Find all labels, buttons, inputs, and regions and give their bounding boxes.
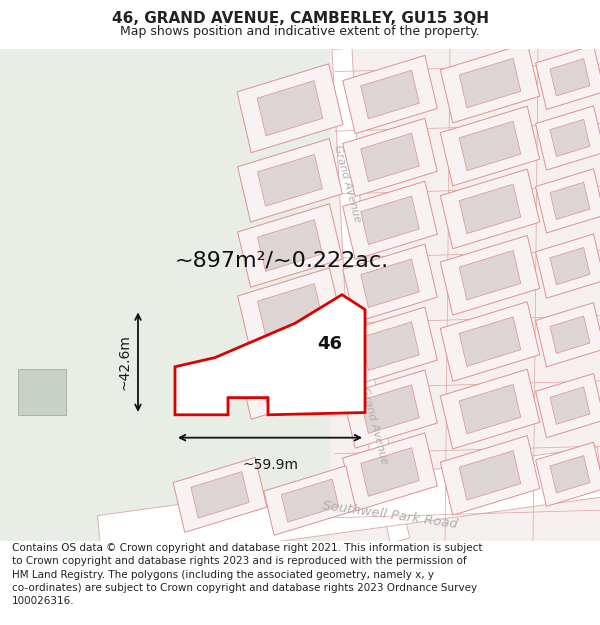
Polygon shape: [550, 387, 590, 424]
Polygon shape: [257, 219, 322, 271]
Polygon shape: [343, 118, 437, 196]
Polygon shape: [459, 121, 521, 171]
Polygon shape: [257, 348, 323, 403]
Text: Grand Avenue: Grand Avenue: [332, 144, 362, 224]
Polygon shape: [257, 81, 323, 136]
Polygon shape: [459, 58, 521, 108]
Polygon shape: [281, 479, 338, 522]
Text: ~42.6m: ~42.6m: [118, 334, 132, 390]
Text: Grand Avenue: Grand Avenue: [359, 386, 389, 466]
Polygon shape: [550, 316, 590, 353]
Polygon shape: [440, 436, 539, 515]
Polygon shape: [361, 385, 419, 433]
Polygon shape: [237, 330, 343, 419]
Polygon shape: [459, 384, 521, 434]
Polygon shape: [191, 472, 249, 518]
Polygon shape: [459, 451, 521, 500]
Text: Southwell Park Road: Southwell Park Road: [322, 499, 458, 531]
Polygon shape: [550, 248, 590, 285]
Bar: [330, 49, 600, 541]
Polygon shape: [459, 317, 521, 366]
Polygon shape: [536, 169, 600, 233]
Polygon shape: [173, 458, 267, 532]
Polygon shape: [238, 268, 343, 351]
Polygon shape: [361, 196, 419, 244]
Polygon shape: [343, 370, 437, 448]
Polygon shape: [440, 236, 539, 315]
Polygon shape: [440, 106, 539, 186]
Polygon shape: [332, 48, 368, 352]
Polygon shape: [550, 456, 590, 493]
Text: Map shows position and indicative extent of the property.: Map shows position and indicative extent…: [120, 25, 480, 38]
Polygon shape: [175, 294, 365, 415]
Polygon shape: [257, 154, 322, 206]
Polygon shape: [361, 448, 419, 496]
Bar: [0, 49, 330, 541]
Polygon shape: [440, 302, 539, 381]
Polygon shape: [264, 466, 356, 535]
Polygon shape: [459, 251, 521, 300]
Polygon shape: [536, 234, 600, 298]
Polygon shape: [361, 322, 419, 371]
Polygon shape: [550, 59, 590, 96]
Polygon shape: [343, 307, 437, 385]
Polygon shape: [440, 169, 539, 249]
Polygon shape: [361, 133, 419, 182]
Polygon shape: [440, 369, 539, 449]
Polygon shape: [440, 43, 539, 123]
Text: 46, GRAND AVENUE, CAMBERLEY, GU15 3QH: 46, GRAND AVENUE, CAMBERLEY, GU15 3QH: [112, 11, 488, 26]
Polygon shape: [536, 45, 600, 109]
Polygon shape: [343, 433, 437, 511]
Text: 46: 46: [317, 335, 343, 353]
Polygon shape: [257, 284, 322, 336]
Polygon shape: [361, 70, 419, 119]
Polygon shape: [343, 181, 437, 259]
Polygon shape: [536, 442, 600, 506]
Polygon shape: [97, 447, 600, 566]
Text: Contains OS data © Crown copyright and database right 2021. This information is : Contains OS data © Crown copyright and d…: [12, 543, 482, 606]
Polygon shape: [536, 302, 600, 367]
Polygon shape: [536, 106, 600, 170]
Bar: [18, 369, 66, 415]
Polygon shape: [238, 204, 343, 287]
Polygon shape: [550, 119, 590, 157]
Polygon shape: [459, 184, 521, 234]
Polygon shape: [238, 139, 343, 222]
Text: ~897m²/~0.222ac.: ~897m²/~0.222ac.: [175, 251, 389, 271]
Text: ~59.9m: ~59.9m: [242, 458, 298, 472]
Polygon shape: [343, 244, 437, 322]
Polygon shape: [237, 64, 343, 152]
Polygon shape: [349, 349, 410, 544]
Polygon shape: [361, 259, 419, 308]
Polygon shape: [550, 182, 590, 219]
Polygon shape: [343, 56, 437, 134]
Polygon shape: [536, 374, 600, 438]
